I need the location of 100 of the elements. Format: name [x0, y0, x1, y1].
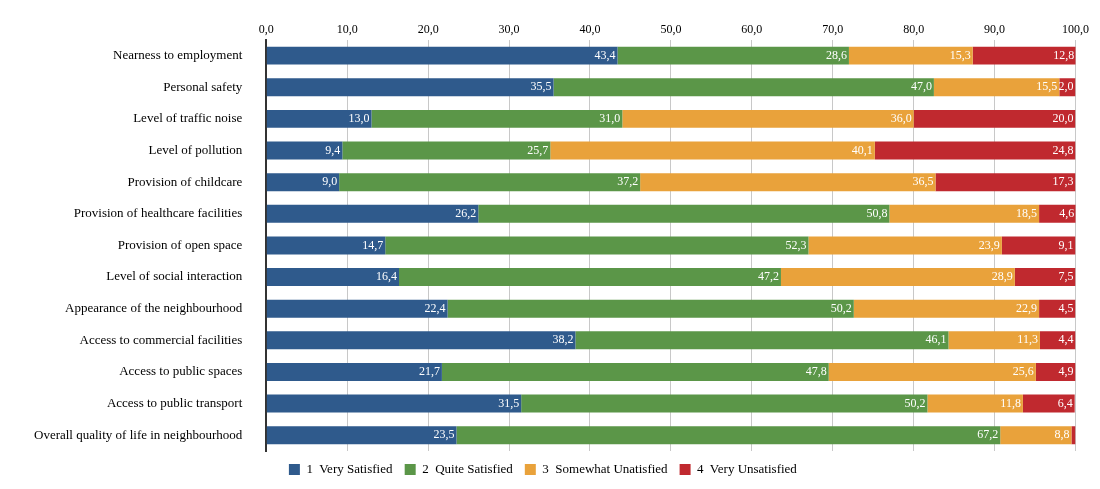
- legend-label: 4 Very Unsatisfied: [697, 460, 798, 476]
- legend-label: 2 Quite Satisfied: [422, 460, 514, 476]
- bar: [933, 78, 1060, 97]
- x-tick-label: 50,0: [660, 21, 682, 36]
- data-label: 9,0: [322, 174, 338, 189]
- data-label: 25,7: [527, 142, 549, 157]
- x-tick-label: 0,0: [258, 21, 274, 36]
- bar: [617, 46, 849, 65]
- data-label: 4,9: [1058, 364, 1074, 379]
- data-label: 37,2: [617, 174, 639, 189]
- data-label: 17,3: [1052, 174, 1074, 189]
- bar: [478, 204, 890, 223]
- y-tick-label: Provision of open space: [117, 236, 243, 252]
- data-label: 4,4: [1058, 332, 1074, 347]
- bar: [399, 268, 781, 287]
- data-label: 4,6: [1059, 205, 1075, 220]
- bar: [874, 141, 1076, 160]
- data-label: 36,0: [890, 111, 912, 126]
- bar: [371, 109, 623, 128]
- bar: [266, 299, 448, 318]
- x-tick-label: 20,0: [417, 21, 439, 36]
- bar: [927, 394, 1023, 413]
- bar: [848, 46, 973, 65]
- bar: [913, 109, 1076, 128]
- data-label: 38,2: [552, 332, 574, 347]
- data-label: 4,5: [1058, 300, 1074, 315]
- data-label: 23,9: [978, 237, 1000, 252]
- bar: [447, 299, 854, 318]
- data-label: 26,2: [455, 205, 477, 220]
- bar: [972, 46, 1076, 65]
- data-label: 22,4: [424, 300, 446, 315]
- bar: [266, 394, 522, 413]
- data-label: 50,2: [830, 300, 852, 315]
- data-label: 25,6: [1012, 364, 1034, 379]
- data-label: 43,4: [594, 47, 616, 62]
- data-label: 47,2: [757, 269, 779, 284]
- y-tick-label: Nearness to employment: [113, 47, 243, 63]
- data-label: 31,5: [498, 395, 520, 410]
- data-label: 20,0: [1052, 111, 1074, 126]
- bar: [780, 268, 1015, 287]
- y-tick-label: Level of traffic noise: [133, 110, 243, 126]
- bar: [935, 173, 1076, 192]
- x-tick-label: 60,0: [741, 21, 763, 36]
- y-tick-label: Personal safety: [163, 78, 243, 94]
- x-tick-label: 40,0: [579, 21, 601, 36]
- x-tick-label: 10,0: [336, 21, 358, 36]
- legend-label: 1 Very Satisfied: [306, 460, 393, 476]
- data-label: 22,9: [1016, 300, 1038, 315]
- data-label: 40,1: [851, 142, 873, 157]
- y-tick-label: Access to public spaces: [119, 363, 243, 379]
- bar: [385, 236, 809, 255]
- data-label: 11,8: [1000, 395, 1021, 410]
- bar: [1014, 268, 1076, 287]
- x-tick-label: 70,0: [822, 21, 844, 36]
- bar: [521, 394, 928, 413]
- bar: [339, 173, 641, 192]
- bar: [266, 204, 479, 223]
- bar: [808, 236, 1002, 255]
- data-label: 28,9: [991, 269, 1013, 284]
- data-label: 16,4: [376, 269, 398, 284]
- bar: [266, 46, 618, 65]
- data-label: 50,8: [866, 205, 888, 220]
- x-tick-label: 30,0: [498, 21, 520, 36]
- data-label: 15,3: [949, 47, 971, 62]
- data-label: 9,4: [325, 142, 341, 157]
- y-tick-label: Overall quality of life in neighbourhood: [34, 426, 243, 442]
- bar: [1000, 426, 1072, 445]
- y-tick-label: Provision of healthcare facilities: [73, 205, 243, 221]
- data-label: 13,0: [348, 111, 370, 126]
- y-tick-label: Access to public transport: [106, 394, 243, 410]
- bar: [828, 362, 1036, 381]
- bar: [640, 173, 936, 192]
- bar: [948, 331, 1040, 350]
- bar: [889, 204, 1040, 223]
- data-label: 47,8: [805, 364, 827, 379]
- bar: [266, 426, 457, 445]
- x-tick-label: 80,0: [903, 21, 925, 36]
- x-tick-label: 90,0: [984, 21, 1006, 36]
- bar: [266, 173, 340, 192]
- data-label: 15,5: [1036, 79, 1058, 94]
- data-label: 12,8: [1053, 47, 1075, 62]
- data-label: 7,5: [1058, 269, 1074, 284]
- data-label: 52,3: [785, 237, 807, 252]
- data-label: 21,7: [418, 364, 440, 379]
- legend-label: 3 Somewhat Unatisfied: [542, 460, 669, 476]
- y-tick-label: Access to commercial facilities: [79, 331, 243, 347]
- data-label: 46,1: [925, 332, 947, 347]
- bar: [853, 299, 1040, 318]
- bar: [266, 109, 372, 128]
- bar: [622, 109, 914, 128]
- data-label: 8,8: [1054, 427, 1070, 442]
- bar: [1022, 394, 1075, 413]
- y-tick-label: Provision of childcare: [127, 173, 243, 189]
- data-label: 28,6: [825, 47, 847, 62]
- data-label: 14,7: [362, 237, 384, 252]
- data-label: 9,1: [1058, 237, 1074, 252]
- data-label: 50,2: [904, 395, 926, 410]
- bar: [575, 331, 949, 350]
- data-label: 31,0: [599, 111, 621, 126]
- bar: [342, 141, 551, 160]
